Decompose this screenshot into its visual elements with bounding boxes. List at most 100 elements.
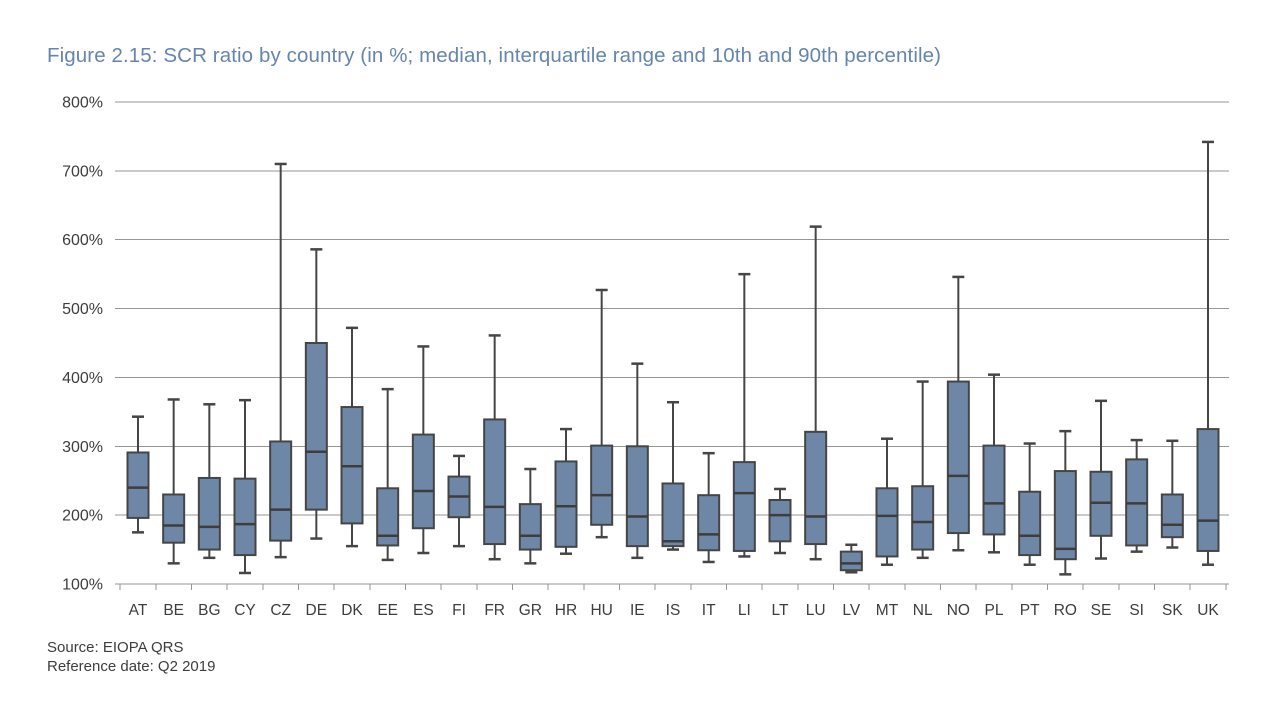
box-plot-MT xyxy=(875,437,899,566)
x-tick-label-GR: GR xyxy=(519,602,542,619)
iqr-box xyxy=(233,477,257,557)
x-tick-label-PT: PT xyxy=(1020,602,1040,619)
x-tick-label-BE: BE xyxy=(163,602,184,619)
box-plot-SK xyxy=(1160,439,1184,549)
x-tick-label-LU: LU xyxy=(806,602,826,619)
y-tick-label-400%: 400% xyxy=(62,370,103,387)
x-tick-label-IS: IS xyxy=(666,602,681,619)
box-plot-HR xyxy=(554,427,578,555)
chart-footer: Source: EIOPA QRS Reference date: Q2 201… xyxy=(47,638,215,676)
x-tick-label-SI: SI xyxy=(1129,602,1144,619)
box-plot-PL xyxy=(982,373,1006,554)
box-plot-BE xyxy=(162,398,186,565)
x-tick-label-ES: ES xyxy=(413,602,434,619)
x-axis-labels: AT BE BG CY CZ DE DK EE ES FI FR GR HR HU IE IS IT LI LT LU… xyxy=(129,602,1220,619)
box-plot-IS xyxy=(661,400,685,551)
box-plot-RO xyxy=(1053,429,1077,576)
iqr-box xyxy=(768,498,792,543)
box-plot-GR xyxy=(518,467,542,565)
x-tick-label-IE: IE xyxy=(630,602,645,619)
x-tick-label-HR: HR xyxy=(555,602,577,619)
y-tick-label-200%: 200% xyxy=(62,508,103,525)
x-tick-label-SK: SK xyxy=(1162,602,1183,619)
x-tick-label-LV: LV xyxy=(842,602,860,619)
iqr-box xyxy=(1053,470,1077,561)
iqr-box xyxy=(162,493,186,544)
box-plot-IE xyxy=(625,362,649,560)
iqr-box xyxy=(376,487,400,547)
x-tick-label-PL: PL xyxy=(985,602,1004,619)
iqr-box xyxy=(126,451,150,519)
box-plot-SI xyxy=(1125,438,1149,553)
box-plot-CY xyxy=(233,398,257,575)
iqr-box xyxy=(1018,490,1042,557)
iqr-box xyxy=(1196,428,1220,552)
iqr-box xyxy=(875,487,899,558)
box-plot-LI xyxy=(732,272,756,558)
box-plot-NO xyxy=(946,275,970,552)
x-tick-label-HU: HU xyxy=(590,602,612,619)
box-plot-NL xyxy=(911,380,935,560)
x-tick-label-DE: DE xyxy=(306,602,328,619)
x-tick-label-DK: DK xyxy=(341,602,363,619)
box-plot-CZ xyxy=(269,162,293,559)
box-plot-IT xyxy=(697,451,721,564)
box-plot-BG xyxy=(197,403,221,560)
x-tick-label-EE: EE xyxy=(377,602,398,619)
x-tick-label-BG: BG xyxy=(198,602,220,619)
iqr-box xyxy=(697,494,721,552)
x-tick-label-MT: MT xyxy=(876,602,899,619)
iqr-box xyxy=(269,440,293,542)
iqr-box xyxy=(946,380,970,535)
x-tick-label-UK: UK xyxy=(1197,602,1219,619)
box-plot-FI xyxy=(447,454,471,548)
x-tick-label-FR: FR xyxy=(484,602,505,619)
box-plot-FR xyxy=(483,334,507,561)
x-tick-label-AT: AT xyxy=(129,602,148,619)
y-tick-label-800%: 800% xyxy=(62,95,103,112)
x-tick-label-CY: CY xyxy=(234,602,256,619)
iqr-box xyxy=(590,444,614,526)
box-plot-LT xyxy=(768,487,792,555)
box-plot-DK xyxy=(340,326,364,548)
box-plot-HU xyxy=(590,288,614,539)
iqr-box xyxy=(483,418,507,546)
iqr-box xyxy=(911,485,935,551)
y-axis-labels: 100% 200% 300% 400% 500% 600% 700% 800% xyxy=(62,95,103,594)
y-tick-label-700%: 700% xyxy=(62,163,103,180)
x-tick-label-NO: NO xyxy=(947,602,970,619)
y-tick-label-500%: 500% xyxy=(62,301,103,318)
iqr-box xyxy=(554,460,578,548)
iqr-box xyxy=(518,503,542,551)
iqr-box xyxy=(304,342,328,511)
iqr-box xyxy=(661,482,685,548)
x-tick-label-FI: FI xyxy=(452,602,466,619)
iqr-box xyxy=(839,550,863,572)
x-tick-label-NL: NL xyxy=(913,602,933,619)
x-tick-label-IT: IT xyxy=(702,602,716,619)
iqr-box xyxy=(1160,493,1184,539)
iqr-box xyxy=(732,461,756,552)
box-plot-LU xyxy=(804,225,828,561)
iqr-box xyxy=(625,445,649,548)
box-plots xyxy=(126,140,1220,576)
y-tick-label-100%: 100% xyxy=(62,577,103,594)
box-plot-SE xyxy=(1089,399,1113,560)
box-plot-ES xyxy=(411,345,435,555)
reference-date-note: Reference date: Q2 2019 xyxy=(47,658,216,675)
box-plot-DE xyxy=(304,248,328,540)
x-tick-label-CZ: CZ xyxy=(270,602,291,619)
y-tick-label-600%: 600% xyxy=(62,232,103,249)
iqr-box xyxy=(804,430,828,546)
x-tick-label-LT: LT xyxy=(772,602,789,619)
box-plot-UK xyxy=(1196,140,1220,566)
box-plot-EE xyxy=(376,387,400,562)
y-tick-label-300%: 300% xyxy=(62,439,103,456)
box-plot-LV xyxy=(839,543,863,574)
iqr-box xyxy=(197,476,221,551)
figure-title: Figure 2.15: SCR ratio by country (in %;… xyxy=(47,44,942,67)
iqr-box xyxy=(411,433,435,530)
x-tick-label-LI: LI xyxy=(738,602,751,619)
